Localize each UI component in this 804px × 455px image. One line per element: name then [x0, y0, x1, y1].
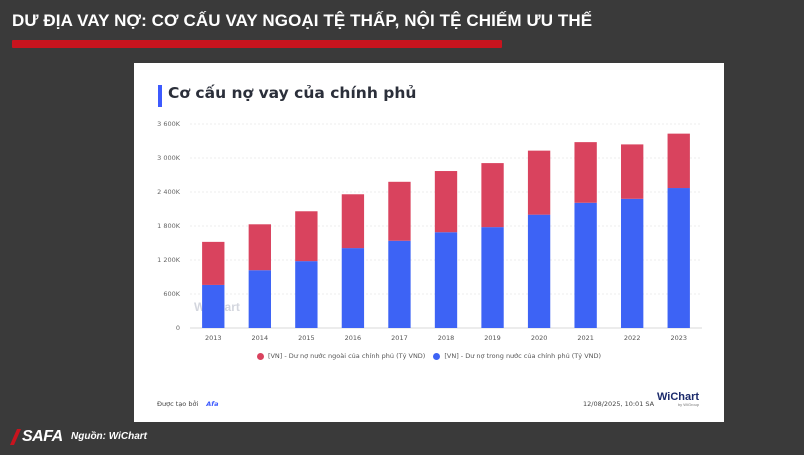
- safa-logo-text: SAFA: [22, 428, 63, 445]
- x-tick-label: 2020: [531, 334, 548, 342]
- x-tick-label: 2022: [624, 334, 641, 342]
- bar-segment: [248, 270, 271, 328]
- wichart-logo-sub: by WiGroup: [677, 402, 700, 407]
- chart-legend: [VN] - Dư nợ nước ngoài của chính phủ (T…: [134, 352, 724, 360]
- safa-logo-icon: [10, 429, 21, 445]
- x-tick-label: 2014: [252, 334, 269, 342]
- bar-segment: [481, 227, 504, 328]
- legend-item[interactable]: [VN] - Dư nợ trong nước của chính phủ (T…: [433, 352, 601, 360]
- created-by: Được tạo bởi Afa: [157, 400, 219, 408]
- chart-plot: 0 600K 1 200K 1 800K 2 400K 3 000K 3 600K 2013 2…: [157, 120, 702, 342]
- y-tick-label: 0: [176, 324, 180, 332]
- x-tick-label: 2015: [298, 334, 315, 342]
- bar-segment: [202, 241, 225, 285]
- source-note: Nguồn: WiChart: [71, 431, 148, 442]
- legend-label: [VN] - Dư nợ nước ngoài của chính phủ (T…: [267, 352, 426, 360]
- y-tick-label: 600K: [163, 290, 180, 298]
- x-tick-label: 2021: [577, 334, 594, 342]
- x-tick-label: 2023: [670, 334, 687, 342]
- legend-dot-icon: [256, 352, 264, 360]
- x-tick-label: 2013: [205, 334, 222, 342]
- bar-segment: [434, 171, 458, 233]
- x-tick-label: 2019: [484, 334, 501, 342]
- legend-item[interactable]: [VN] - Dư nợ nước ngoài của chính phủ (T…: [256, 352, 426, 360]
- bar-segment: [621, 198, 644, 328]
- title-underline: [12, 40, 502, 48]
- created-by-name[interactable]: Afa: [206, 400, 219, 408]
- wichart-logo-text: WiChart: [657, 391, 700, 403]
- y-tick-label: 3 000K: [157, 154, 181, 162]
- bar-segment: [295, 211, 318, 262]
- x-tick-label: 2016: [345, 334, 362, 342]
- title-accent: [158, 85, 162, 107]
- bar-segment: [574, 142, 597, 203]
- bar-segment: [481, 163, 504, 228]
- legend-label: [VN] - Dư nợ trong nước của chính phủ (T…: [444, 352, 602, 360]
- chart-title: Cơ cấu nợ vay của chính phủ: [168, 84, 417, 102]
- timestamp: 12/08/2025, 10:01 SA: [583, 400, 655, 408]
- x-tick-label: 2017: [391, 334, 408, 342]
- bar-segment: [667, 188, 690, 328]
- bar-segment: [341, 194, 365, 249]
- y-tick-label: 2 400K: [157, 188, 181, 196]
- bar-segment: [527, 150, 551, 215]
- bar-segment: [667, 133, 690, 189]
- bar-segment: [341, 248, 365, 328]
- bar-segment: [527, 214, 551, 328]
- wichart-logo[interactable]: WiChart by WiGroup: [657, 391, 699, 407]
- legend-dot-icon: [433, 352, 441, 360]
- chart-card: Cơ cấu nợ vay của chính phủ WiChart 0 600…: [134, 63, 724, 422]
- bar-segment: [574, 202, 597, 328]
- x-tick-label: 2018: [438, 334, 455, 342]
- bar-segment: [248, 224, 271, 271]
- created-label: Được tạo bởi: [157, 400, 199, 408]
- y-tick-label: 1 200K: [157, 256, 181, 264]
- bar-segment: [295, 261, 318, 328]
- bar-segment: [388, 240, 411, 328]
- y-tick-label: 3 600K: [157, 120, 181, 128]
- slide-title: DƯ ĐỊA VAY NỢ: CƠ CẤU VAY NGOẠI TỆ THẤP,…: [12, 11, 593, 30]
- bar-segment: [434, 232, 458, 328]
- bar-segment: [621, 144, 644, 199]
- bar-segment: [202, 284, 225, 328]
- bar-segment: [388, 181, 411, 241]
- safa-logo: SAFA: [8, 428, 63, 446]
- y-tick-label: 1 800K: [157, 222, 181, 230]
